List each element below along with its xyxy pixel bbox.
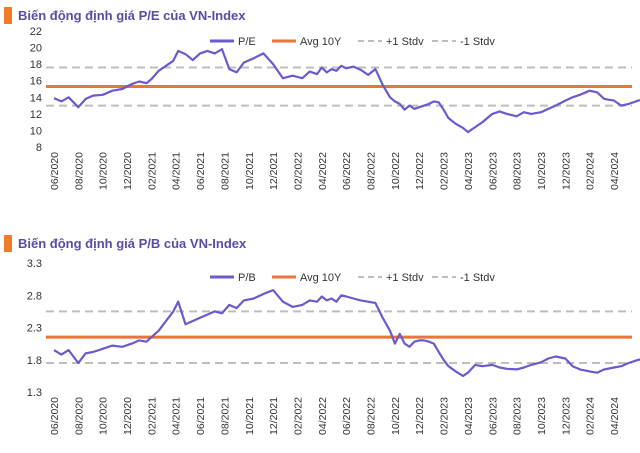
panel-divider <box>0 226 640 228</box>
x-tick-label: 08/2022 <box>366 152 378 190</box>
x-tick-label: 02/2023 <box>439 397 451 435</box>
pb-chart: 1.3 1.8 2.3 2.8 3.3 06/2020 08/2020 10/2020 12/2… <box>27 258 640 435</box>
y-tick-label: 12 <box>30 109 42 121</box>
y-tick-label: 2.8 <box>27 290 42 302</box>
x-tick-label: 06/2020 <box>49 152 61 190</box>
x-tick-label: 10/2021 <box>244 397 256 435</box>
x-tick-label: 02/2022 <box>292 152 304 190</box>
x-tick-label: 06/2020 <box>49 397 61 435</box>
pe-chart: 8 10 12 14 16 18 20 22 06/2020 08/2020 10/2020 12/2… <box>30 26 640 190</box>
legend-avg-label: Avg 10Y <box>300 272 342 284</box>
x-tick-label: 06/2022 <box>341 397 353 435</box>
y-tick-label: 22 <box>30 26 42 38</box>
legend-series-label: P/E <box>238 36 256 48</box>
x-tick-label: 02/2023 <box>439 152 451 190</box>
legend-plus-stdev-label: +1 Stdv <box>386 36 424 48</box>
x-tick-label: 12/2021 <box>268 152 280 190</box>
x-tick-label: 02/2024 <box>585 152 597 190</box>
x-tick-label: 10/2022 <box>390 152 402 190</box>
title-marker-icon <box>4 234 12 252</box>
x-tick-label: 04/2024 <box>609 152 621 190</box>
x-tick-label: 12/2020 <box>122 152 134 190</box>
x-tick-label: 06/2023 <box>487 397 499 435</box>
x-tick-label: 06/2023 <box>487 152 499 190</box>
x-tick-label: 12/2020 <box>122 397 134 435</box>
x-tick-label: 04/2021 <box>171 152 183 190</box>
x-tick-label: 06/2022 <box>341 152 353 190</box>
pb-title-row: Biến động định giá P/B của VN-Index <box>4 232 246 254</box>
pe-chart-panel: Biến động định giá P/E của VN-Index 8 10 1… <box>0 0 640 226</box>
x-tick-label: 08/2022 <box>366 397 378 435</box>
x-tick-label: 08/2020 <box>73 152 85 190</box>
y-tick-label: 16 <box>30 76 42 88</box>
x-tick-label: 10/2022 <box>390 397 402 435</box>
y-tick-label: 2.3 <box>27 323 42 335</box>
y-tick-label: 18 <box>30 59 42 71</box>
y-tick-label: 20 <box>30 43 42 55</box>
legend-series-label: P/B <box>238 272 256 284</box>
x-tick-label: 08/2020 <box>73 397 85 435</box>
x-tick-label: 10/2020 <box>98 152 110 190</box>
x-tick-label: 10/2023 <box>536 397 548 435</box>
x-tick-label: 10/2020 <box>98 397 110 435</box>
pe-chart-title: Biến động định giá P/E của VN-Index <box>18 7 246 23</box>
legend-avg-label: Avg 10Y <box>300 36 342 48</box>
x-tick-label: 04/2021 <box>171 397 183 435</box>
x-tick-label: 12/2022 <box>414 397 426 435</box>
y-tick-label: 10 <box>30 125 42 137</box>
x-tick-label: 06/2021 <box>195 397 207 435</box>
legend-minus-stdev-label: -1 Stdv <box>460 36 495 48</box>
x-tick-label: 02/2021 <box>146 397 158 435</box>
x-tick-label: 02/2022 <box>292 397 304 435</box>
y-tick-label: 14 <box>30 92 42 104</box>
x-tick-label: 12/2023 <box>560 152 572 190</box>
x-tick-label: 04/2022 <box>317 152 329 190</box>
x-tick-label: 02/2024 <box>585 397 597 435</box>
x-tick-label: 10/2021 <box>244 152 256 190</box>
x-tick-label: 04/2024 <box>609 397 621 435</box>
y-tick-label: 8 <box>36 142 42 154</box>
title-marker-icon <box>4 6 12 24</box>
x-tick-label: 08/2023 <box>512 397 524 435</box>
x-tick-label: 12/2023 <box>560 397 572 435</box>
x-tick-label: 04/2023 <box>463 397 475 435</box>
pb-chart-panel: Biến động định giá P/B của VN-Index 1.3 1… <box>0 228 640 453</box>
legend-minus-stdev-label: -1 Stdv <box>460 272 495 284</box>
x-tick-label: 12/2021 <box>268 397 280 435</box>
x-tick-label: 08/2023 <box>512 152 524 190</box>
x-tick-label: 10/2023 <box>536 152 548 190</box>
x-tick-label: 08/2021 <box>219 397 231 435</box>
x-tick-label: 02/2021 <box>146 152 158 190</box>
legend-plus-stdev-label: +1 Stdv <box>386 272 424 284</box>
x-tick-label: 06/2021 <box>195 152 207 190</box>
y-tick-label: 3.3 <box>27 258 42 270</box>
y-tick-label: 1.3 <box>27 387 42 399</box>
pe-title-row: Biến động định giá P/E của VN-Index <box>4 4 246 26</box>
series-line-p-b <box>53 288 640 377</box>
series-line-p-e <box>53 48 640 134</box>
pb-chart-title: Biến động định giá P/B của VN-Index <box>18 235 247 251</box>
x-tick-label: 12/2022 <box>414 152 426 190</box>
x-tick-label: 04/2022 <box>317 397 329 435</box>
x-tick-label: 08/2021 <box>219 152 231 190</box>
x-tick-label: 04/2023 <box>463 152 475 190</box>
y-tick-label: 1.8 <box>27 355 42 367</box>
